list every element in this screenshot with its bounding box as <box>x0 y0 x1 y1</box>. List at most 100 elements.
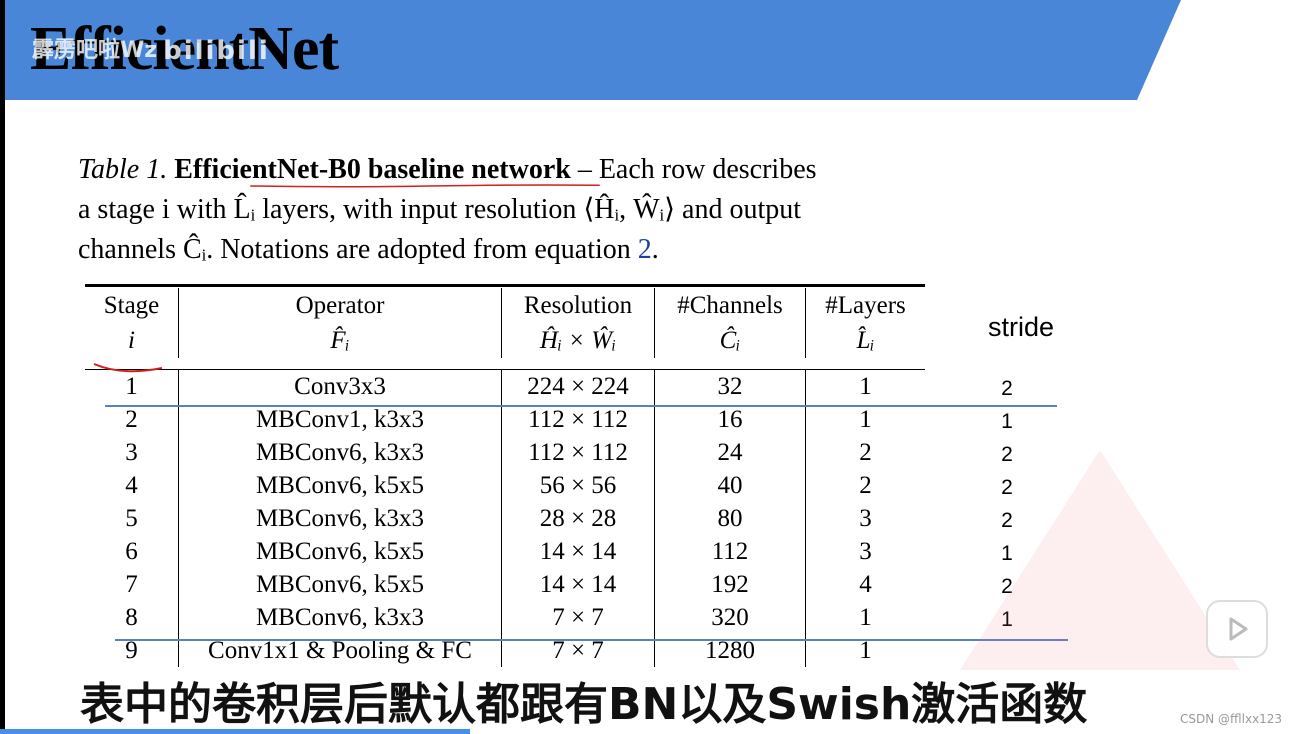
cell-layers: 2 <box>805 469 925 502</box>
stride-value: 2 <box>1001 377 1013 400</box>
caption-label: Table 1. <box>78 154 168 185</box>
table-header-rule <box>85 369 925 370</box>
cell-resolution: 112 × 112 <box>501 436 655 469</box>
table-row: 2 MBConv1, k3x3 112 × 112 16 1 <box>85 403 925 436</box>
cell-resolution: 14 × 14 <box>501 535 655 568</box>
play-icon <box>1229 617 1248 641</box>
table-row: 6 MBConv6, k5x5 14 × 14 112 3 <box>85 535 925 568</box>
stride-value: 1 <box>1001 410 1013 433</box>
cell-operator: MBConv6, k3x3 <box>178 436 502 469</box>
cell-stage: 7 <box>125 571 138 598</box>
left-edge <box>0 0 5 734</box>
bilibili-logo-icon: bilibili <box>163 36 270 66</box>
cell-operator: MBConv1, k3x3 <box>178 403 502 436</box>
cell-operator: MBConv6, k5x5 <box>178 535 502 568</box>
header-layers: #Layers L̂ᵢ <box>805 288 925 358</box>
header-layers-bottom: L̂ᵢ <box>856 327 875 354</box>
table-row: 4 MBConv6, k5x5 56 × 56 40 2 <box>85 469 925 502</box>
cell-stage: 2 <box>125 406 138 433</box>
cell-channels: 192 <box>654 568 806 601</box>
cell-channels: 80 <box>654 502 806 535</box>
cell-channels: 112 <box>654 535 806 568</box>
cell-channels: 24 <box>654 436 806 469</box>
caption-line1-rest: – Each row describes <box>570 154 817 185</box>
stride-value: 1 <box>992 608 1022 632</box>
stride-value: 2 <box>1001 509 1013 532</box>
caption-line3-pre: channels Ĉᵢ. Notations are adopted from … <box>78 234 638 265</box>
header-operator: Operator F̂ᵢ <box>178 288 502 358</box>
cell-operator: MBConv6, k5x5 <box>178 568 502 601</box>
pointer-triangle-decoration <box>960 450 1240 670</box>
table-caption: Table 1. EfficientNet-B0 baseline networ… <box>78 150 958 270</box>
header-stage: Stage i <box>85 288 179 358</box>
cell-operator: MBConv6, k3x3 <box>178 601 502 634</box>
header-stage-top: Stage <box>103 292 160 319</box>
cell-layers: 1 <box>805 601 925 634</box>
header-operator-bottom: F̂ᵢ <box>330 327 350 354</box>
caption-line-1: Table 1. EfficientNet-B0 baseline networ… <box>78 150 958 190</box>
cell-resolution: 14 × 14 <box>501 568 655 601</box>
cell-operator: Conv3x3 <box>178 370 502 403</box>
stride-value: 2 <box>1001 443 1013 466</box>
header-resolution: Resolution Ĥᵢ × Ŵᵢ <box>501 288 655 358</box>
csdn-watermark: CSDN @ffllxx123 <box>1180 712 1283 726</box>
play-button[interactable] <box>1206 600 1268 658</box>
table-row: 8 MBConv6, k3x3 7 × 7 320 1 <box>85 601 925 634</box>
table-row: 5 MBConv6, k3x3 28 × 28 80 3 <box>85 502 925 535</box>
red-curve-annotation <box>93 363 163 373</box>
header-layers-top: #Layers <box>825 292 906 319</box>
cell-resolution: 224 × 224 <box>501 370 655 403</box>
cell-channels: 40 <box>654 469 806 502</box>
cell-layers: 1 <box>805 403 925 436</box>
table-row: 1 Conv3x3 224 × 224 32 1 <box>85 370 925 403</box>
cell-stage: 5 <box>125 505 138 532</box>
cell-resolution: 56 × 56 <box>501 469 655 502</box>
slide-title: EfficientNet <box>30 15 339 83</box>
cell-layers: 4 <box>805 568 925 601</box>
title-banner <box>5 0 1185 100</box>
caption-line3-post: . <box>651 234 659 265</box>
video-subtitle: 表中的卷积层后默认都跟有BN以及Swish激活函数 <box>80 679 1088 730</box>
cell-stage: 8 <box>125 604 138 631</box>
watermark: 霹雳吧啦Wz bilibili <box>32 38 270 64</box>
stride-value: 2 <box>1001 476 1013 499</box>
efficientnet-b0-table: Stage i Operator F̂ᵢ Resolution Ĥᵢ × Ŵᵢ … <box>85 288 925 667</box>
equation-ref-link[interactable]: 2 <box>637 234 652 265</box>
cell-resolution: 7 × 7 <box>501 601 655 634</box>
cell-operator: MBConv6, k3x3 <box>178 502 502 535</box>
cell-channels: 16 <box>654 403 806 436</box>
header-channels: #Channels Ĉᵢ <box>654 288 806 358</box>
cell-layers: 3 <box>805 535 925 568</box>
cell-resolution: 28 × 28 <box>501 502 655 535</box>
table-row: 3 MBConv6, k3x3 112 × 112 24 2 <box>85 436 925 469</box>
stride-header: stride <box>988 312 1055 342</box>
table-header-row: Stage i Operator F̂ᵢ Resolution Ĥᵢ × Ŵᵢ … <box>85 288 925 358</box>
caption-line-2: a stage i with L̂ᵢ layers, with input re… <box>78 194 802 225</box>
caption-line-3: channels Ĉᵢ. Notations are adopted from … <box>78 230 958 270</box>
header-stage-bottom: i <box>128 327 135 354</box>
red-underline-annotation <box>250 184 600 188</box>
cell-stage: 6 <box>125 538 138 565</box>
cell-layers: 2 <box>805 436 925 469</box>
cell-stage: 4 <box>125 472 138 499</box>
header-operator-top: Operator <box>295 292 385 319</box>
cell-stage: 3 <box>125 439 138 466</box>
table-row: 7 MBConv6, k5x5 14 × 14 192 4 <box>85 568 925 601</box>
header-channels-top: #Channels <box>677 292 783 319</box>
cell-channels: 320 <box>654 601 806 634</box>
blue-annotation-line <box>115 639 1068 641</box>
header-channels-bottom: Ĉᵢ <box>719 327 741 354</box>
cell-operator: MBConv6, k5x5 <box>178 469 502 502</box>
cell-layers: 1 <box>805 370 925 403</box>
cell-layers: 3 <box>805 502 925 535</box>
cell-resolution: 112 × 112 <box>501 403 655 436</box>
stride-value: 1 <box>1001 542 1013 565</box>
watermark-text: 霹雳吧啦Wz <box>32 38 158 63</box>
cell-stage: 9 <box>125 637 138 664</box>
caption-bold-title: EfficientNet-B0 baseline network <box>174 154 571 185</box>
progress-bar[interactable] <box>0 729 470 734</box>
cell-channels: 32 <box>654 370 806 403</box>
table-top-rule <box>85 284 925 287</box>
stride-value: 2 <box>1001 575 1013 598</box>
blue-annotation-line <box>105 405 1057 407</box>
